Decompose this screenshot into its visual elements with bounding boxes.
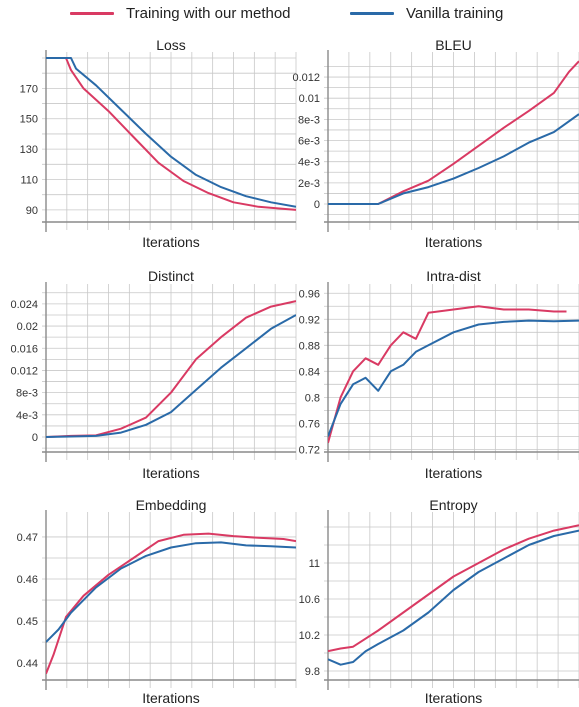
y-tick-label: 10.6	[299, 594, 320, 606]
y-tick-label: 9.8	[305, 666, 320, 678]
y-tick-label: 150	[20, 114, 38, 126]
x-axis-label: Iterations	[142, 690, 200, 706]
chart-panel-embedding: 0.44 0.45 0.46 0.47 Embedding Iterations	[17, 497, 297, 706]
y-tick-label: 0.92	[299, 314, 320, 326]
y-tick-label: 0.72	[299, 444, 320, 456]
y-tick-label: 0.012	[292, 72, 320, 84]
chart-title: Intra-dist	[426, 268, 481, 284]
chart-panel-distinct: 0 4e-3 8e-3 0.012 0.016 0.02 0.024 Distinct Iter…	[10, 268, 297, 481]
y-tick-label: 0.8	[305, 392, 320, 404]
chart-title: Embedding	[136, 497, 207, 513]
chart-title: Entropy	[429, 497, 477, 513]
y-tick-label: 0.024	[10, 299, 38, 311]
series-line-vanilla	[46, 314, 296, 438]
y-tick-label: 4e-3	[16, 410, 38, 422]
series-line-vanilla	[328, 113, 579, 205]
y-tick-label: 0.01	[299, 93, 320, 105]
chart-panel-intra-dist: 0.72 0.76 0.8 0.84 0.88 0.92 0.96 Intra-dist Ite…	[299, 268, 579, 481]
y-tick-label: 0.45	[17, 616, 38, 628]
y-tick-label: 0	[32, 432, 38, 444]
series-line-ours	[328, 305, 567, 444]
x-axis-label: Iterations	[142, 465, 200, 481]
y-tick-label: 10.2	[299, 630, 320, 642]
legend-item-ours: Training with our method	[70, 4, 291, 22]
y-tick-label: 90	[26, 205, 38, 217]
y-tick-label: 0.46	[17, 574, 38, 586]
legend-swatch-vanilla	[350, 11, 394, 15]
x-axis-label: Iterations	[425, 234, 483, 250]
legend-label-ours: Training with our method	[126, 4, 291, 22]
series-line-ours	[328, 524, 579, 653]
legend: Training with our method Vanilla trainin…	[0, 0, 579, 28]
y-tick-label: 8e-3	[16, 388, 38, 400]
y-tick-label: 130	[20, 144, 38, 156]
legend-swatch-ours	[70, 11, 114, 15]
y-tick-label: 0.02	[17, 321, 38, 333]
y-tick-label: 0	[314, 199, 320, 211]
y-tick-label: 0.47	[17, 532, 38, 544]
legend-item-vanilla: Vanilla training	[350, 4, 503, 22]
series-line-ours	[46, 57, 296, 211]
legend-label-vanilla: Vanilla training	[406, 4, 504, 22]
y-tick-label: 8e-3	[298, 114, 320, 126]
chart-title: BLEU	[435, 37, 472, 53]
y-tick-label: 0.012	[10, 365, 38, 377]
chart-title: Distinct	[148, 268, 194, 284]
chart-title: Loss	[156, 37, 186, 53]
chart-panel-loss: 90 110 130 150 170 Loss Iterations	[20, 37, 297, 250]
series-line-ours	[328, 60, 579, 205]
series-line-vanilla	[46, 57, 296, 208]
x-axis-label: Iterations	[425, 690, 483, 706]
y-tick-label: 2e-3	[298, 178, 320, 190]
y-tick-label: 4e-3	[298, 157, 320, 169]
y-tick-label: 6e-3	[298, 136, 320, 148]
series-line-vanilla	[328, 319, 579, 437]
y-tick-label: 11	[309, 558, 320, 570]
y-tick-label: 0.44	[17, 658, 38, 670]
series-line-vanilla	[46, 541, 296, 643]
y-tick-label: 0.96	[299, 288, 320, 300]
y-tick-label: 0.76	[299, 418, 320, 430]
y-tick-label: 170	[20, 83, 38, 95]
y-tick-label: 0.84	[299, 366, 320, 378]
y-tick-label: 110	[20, 174, 38, 186]
x-axis-label: Iterations	[142, 234, 200, 250]
chart-panel-bleu: 0 2e-3 4e-3 6e-3 8e-3 0.01 0.012 BLEU Iterations	[292, 37, 579, 250]
chart-panel-entropy: 9.8 10.2 10.6 11 Entropy Iterations	[299, 497, 579, 706]
x-axis-label: Iterations	[425, 465, 483, 481]
series-line-ours	[46, 532, 296, 675]
y-tick-label: 0.016	[10, 343, 38, 355]
y-tick-label: 0.88	[299, 340, 320, 352]
series-line-vanilla	[328, 529, 579, 666]
